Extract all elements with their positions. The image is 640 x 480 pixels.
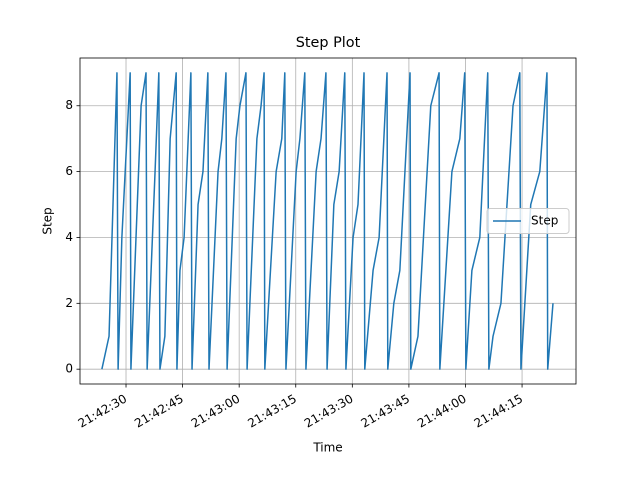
y-tick-label: 4 (65, 230, 73, 244)
chart-title: Step Plot (296, 35, 361, 51)
line (101, 72, 554, 370)
legend-label: Step (531, 214, 558, 228)
plot-frame (79, 57, 577, 385)
y-axis-label: Step (41, 207, 55, 234)
y-tick-label: 0 (65, 362, 73, 376)
y-tick-label: 2 (65, 296, 73, 310)
x-axis-label: Time (312, 441, 342, 455)
legend-box (486, 208, 570, 234)
y-tick-label: 6 (65, 164, 73, 178)
y-tick-label: 8 (65, 98, 73, 112)
